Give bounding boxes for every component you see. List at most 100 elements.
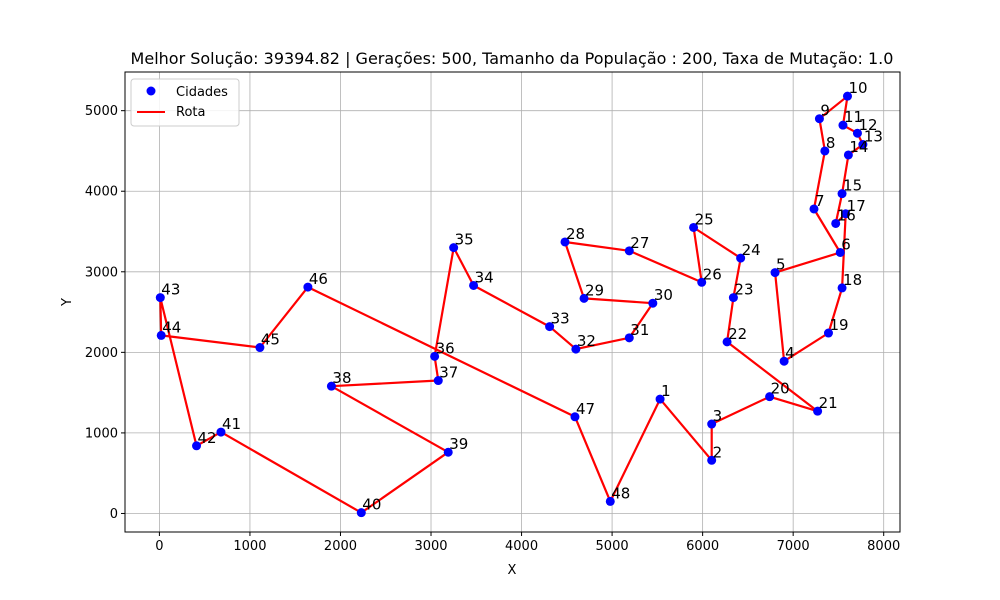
city-marker-4 <box>779 356 789 366</box>
x-tick-label: 4000 <box>505 539 538 554</box>
city-label-15: 15 <box>843 177 862 195</box>
x-tick-label: 2000 <box>324 539 357 554</box>
city-marker-32 <box>571 344 581 354</box>
city-label-40: 40 <box>362 496 381 514</box>
plot-background <box>125 72 900 532</box>
city-label-20: 20 <box>771 380 790 398</box>
city-label-10: 10 <box>848 79 867 97</box>
city-marker-11 <box>838 120 848 130</box>
city-marker-27 <box>624 246 634 256</box>
x-tick-label: 5000 <box>596 539 629 554</box>
x-tick-label: 6000 <box>686 539 719 554</box>
city-label-36: 36 <box>436 339 455 357</box>
city-marker-14 <box>843 150 853 160</box>
city-marker-10 <box>842 91 852 101</box>
city-label-33: 33 <box>551 310 570 328</box>
city-label-25: 25 <box>695 210 714 228</box>
city-label-5: 5 <box>776 256 786 274</box>
y-tick-label: 2000 <box>85 346 118 361</box>
city-marker-16 <box>831 218 841 228</box>
city-marker-31 <box>624 333 634 343</box>
city-label-27: 27 <box>630 234 649 252</box>
city-marker-21 <box>813 406 823 416</box>
city-marker-41 <box>216 427 226 437</box>
city-marker-19 <box>823 328 833 338</box>
x-tick-label: 1000 <box>233 539 266 554</box>
city-marker-2 <box>707 455 717 465</box>
city-marker-44 <box>156 330 166 340</box>
city-label-1: 1 <box>661 382 671 400</box>
city-marker-25 <box>689 222 699 232</box>
city-label-30: 30 <box>654 286 673 304</box>
city-label-18: 18 <box>843 271 862 289</box>
axis-ticks: 0 1000 2000 3000 4000 5000 6000 7000 8000 0 1000 20… <box>85 104 900 554</box>
city-marker-35 <box>449 243 459 253</box>
city-marker-45 <box>255 343 265 353</box>
city-marker-28 <box>560 237 570 247</box>
y-tick-label: 4000 <box>85 185 118 200</box>
city-label-24: 24 <box>742 241 761 259</box>
city-marker-23 <box>728 293 738 303</box>
city-label-21: 21 <box>819 394 838 412</box>
city-label-38: 38 <box>332 369 351 387</box>
chart-title: Melhor Solução: 39394.82 | Gerações: 500… <box>131 49 894 68</box>
city-label-43: 43 <box>161 281 180 299</box>
x-tick-label: 0 <box>155 539 163 554</box>
city-marker-22 <box>722 337 732 347</box>
legend-city-marker <box>146 86 156 96</box>
city-label-12: 12 <box>858 116 877 134</box>
city-marker-8 <box>820 146 830 156</box>
city-label-42: 42 <box>198 429 217 447</box>
city-marker-6 <box>835 247 845 257</box>
city-marker-36 <box>430 351 440 361</box>
city-label-6: 6 <box>841 235 851 253</box>
city-marker-15 <box>837 189 847 199</box>
city-label-41: 41 <box>222 415 241 433</box>
city-marker-5 <box>770 268 780 278</box>
city-label-3: 3 <box>713 407 723 425</box>
plot-frame <box>124 71 901 533</box>
city-label-8: 8 <box>826 134 836 152</box>
legend: Cidades Rota <box>130 78 240 127</box>
city-label-4: 4 <box>785 344 795 362</box>
y-axis-label: Y <box>60 298 75 307</box>
city-marker-7 <box>809 204 819 214</box>
city-label-47: 47 <box>576 400 595 418</box>
city-label-7: 7 <box>815 192 825 210</box>
city-label-26: 26 <box>703 265 722 283</box>
city-label-46: 46 <box>309 270 328 288</box>
city-marker-43 <box>155 293 165 303</box>
city-label-9: 9 <box>820 102 830 120</box>
city-label-44: 44 <box>162 318 181 336</box>
city-marker-1 <box>655 394 665 404</box>
city-label-35: 35 <box>455 231 474 249</box>
city-label-39: 39 <box>449 435 468 453</box>
legend-label-rota: Rota <box>176 105 205 120</box>
city-label-48: 48 <box>611 484 630 502</box>
city-marker-38 <box>326 381 336 391</box>
city-markers <box>155 91 868 518</box>
city-marker-34 <box>469 280 479 290</box>
x-tick-label: 7000 <box>777 539 810 554</box>
city-label-2: 2 <box>713 443 723 461</box>
y-tick-label: 1000 <box>85 426 118 441</box>
city-marker-26 <box>697 277 707 287</box>
city-marker-37 <box>433 376 443 386</box>
city-marker-17 <box>841 209 851 219</box>
city-label-13: 13 <box>864 128 883 146</box>
legend-label-cidades: Cidades <box>176 85 228 100</box>
city-marker-30 <box>648 298 658 308</box>
city-label-28: 28 <box>566 225 585 243</box>
x-tick-label: 8000 <box>867 539 900 554</box>
city-label-14: 14 <box>849 138 868 156</box>
city-label-16: 16 <box>837 206 856 224</box>
city-marker-40 <box>356 508 366 518</box>
city-label-22: 22 <box>728 325 747 343</box>
city-labels: 1234567891011121314151617181920212223242… <box>161 79 883 513</box>
city-marker-46 <box>303 282 313 292</box>
city-label-45: 45 <box>261 331 280 349</box>
legend-box <box>130 78 240 127</box>
x-axis-label: X <box>508 563 517 578</box>
y-tick-label: 5000 <box>85 104 118 119</box>
